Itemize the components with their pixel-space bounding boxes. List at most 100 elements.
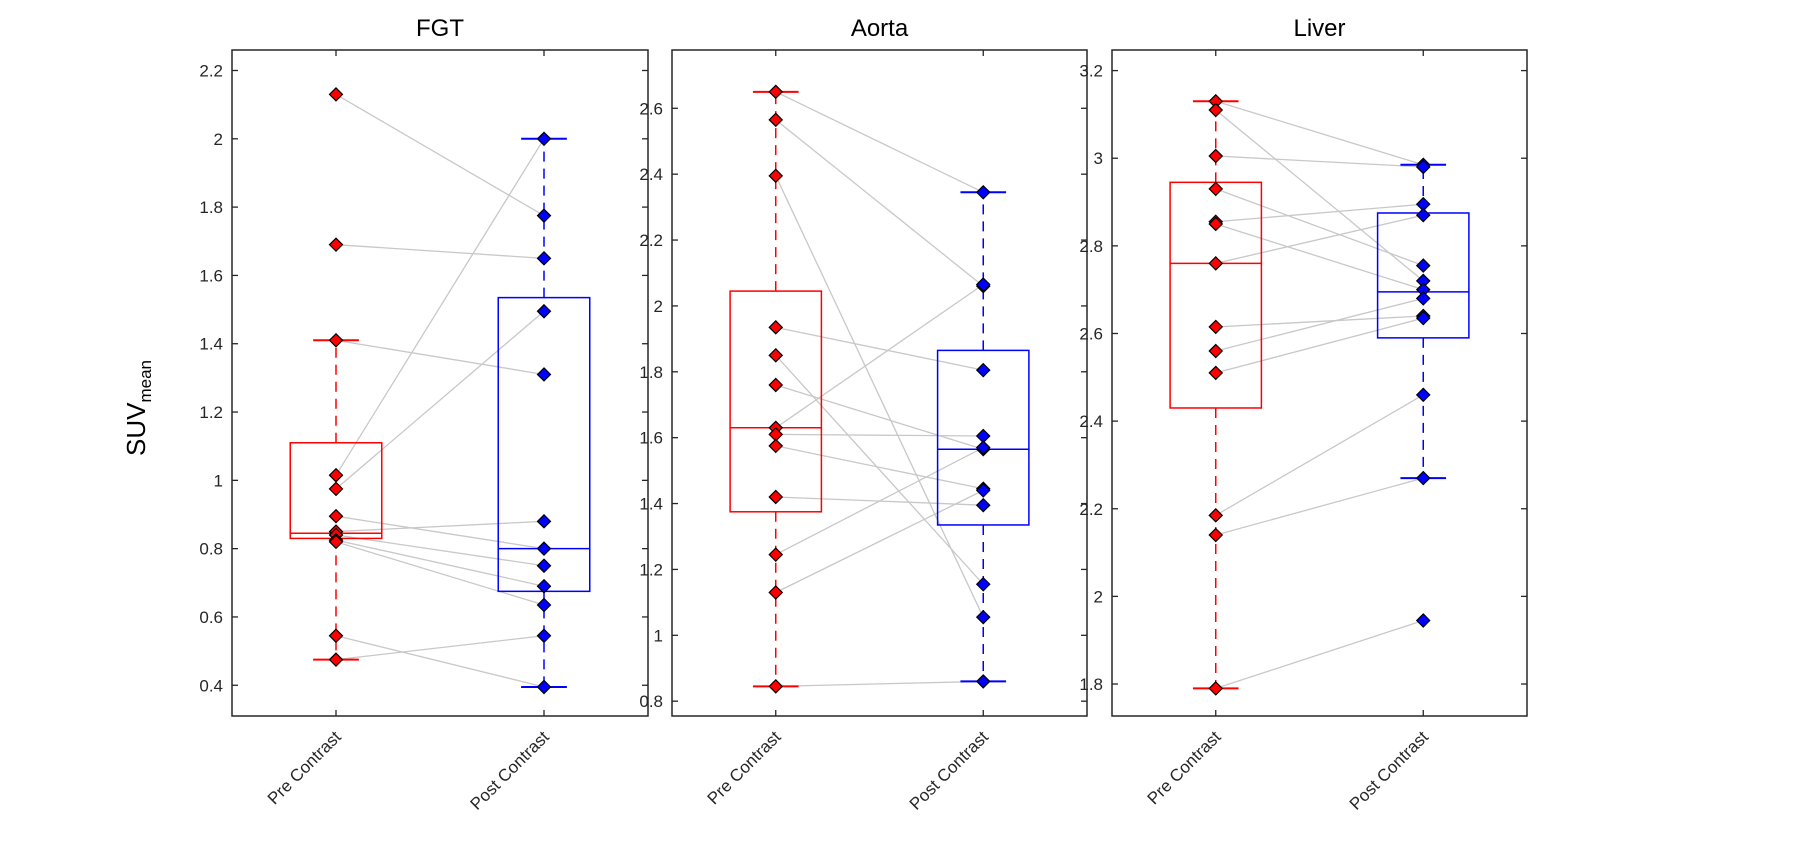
post-data-point xyxy=(536,541,552,556)
pair-line xyxy=(335,635,545,688)
pre-data-point xyxy=(328,332,344,348)
axes-frame xyxy=(671,49,1088,717)
y-tick-label: 1 xyxy=(654,626,663,645)
pair-line xyxy=(775,446,984,556)
pre-data-point xyxy=(328,87,344,102)
panel-title: FGT xyxy=(416,15,464,42)
post-data-point xyxy=(1415,291,1431,306)
pre-data-point xyxy=(328,628,344,644)
y-tick-label: 0.8 xyxy=(639,692,663,711)
pair-line xyxy=(775,175,984,618)
pair-line xyxy=(775,433,984,437)
post-data-point xyxy=(536,303,552,319)
pre-data-point xyxy=(768,377,784,393)
x-tick-label: Post Contrast xyxy=(906,727,992,813)
pre-data-point xyxy=(768,319,784,335)
post-data-point xyxy=(536,208,552,223)
post-data-point xyxy=(1415,613,1431,628)
post-data-point xyxy=(536,597,552,613)
pre-data-point xyxy=(1208,681,1224,696)
post-data-point xyxy=(975,184,991,200)
y-tick-label: 2.6 xyxy=(639,99,663,118)
y-tick-label: 3.2 xyxy=(1079,62,1103,81)
pre-data-point xyxy=(1208,365,1224,381)
pre-data-point xyxy=(768,347,784,363)
post-data-point xyxy=(536,679,552,695)
y-tick-label: 1.6 xyxy=(639,429,663,448)
pre-data-point xyxy=(768,438,784,454)
pre-data-point xyxy=(1208,507,1224,523)
panel-title: Aorta xyxy=(851,15,909,42)
pair-line xyxy=(775,326,984,371)
pair-line xyxy=(335,520,545,533)
post-data-point xyxy=(975,576,991,592)
post-data-point xyxy=(975,674,991,689)
pair-line xyxy=(335,635,545,661)
post-data-point xyxy=(1415,258,1431,273)
pair-line xyxy=(1215,214,1424,265)
pre-data-point xyxy=(328,652,344,667)
pair-line xyxy=(775,354,984,585)
post-data-point xyxy=(1415,310,1431,326)
pair-line xyxy=(335,310,545,490)
panel-fgt: FGT 0.4 0.6 0.8 1 1.2 1.4 1.6 1.8 2 2.2 Pre Contras… xyxy=(199,15,649,814)
pre-data-point xyxy=(1208,181,1224,197)
post-data-point xyxy=(536,628,552,644)
y-tick-label: 2.6 xyxy=(1079,324,1103,343)
panel-liver: Liver 1.8 2 2.2 2.4 2.6 2.8 3 3.2 Pre Contrast Pos… xyxy=(1079,15,1528,814)
panel-aorta: Aorta 0.8 1 1.2 1.4 1.6 1.8 2 2.2 2.4 2.6 Pre Contr… xyxy=(639,15,1088,814)
panel-title: Liver xyxy=(1293,15,1345,42)
pre-data-point xyxy=(768,168,784,184)
pre-data-point xyxy=(768,84,784,100)
pair-line xyxy=(335,539,545,587)
y-tick-label: 1.2 xyxy=(639,560,663,579)
y-tick-label: 2.2 xyxy=(639,231,663,250)
y-axis-label: SUVmean xyxy=(121,360,155,456)
y-tick-label: 1.8 xyxy=(1079,675,1103,694)
post-data-point xyxy=(975,483,991,498)
y-tick-label: 0.6 xyxy=(199,608,223,627)
pair-line xyxy=(1215,223,1424,291)
pre-data-point xyxy=(1208,256,1224,271)
y-tick-label: 0.8 xyxy=(199,540,223,559)
pair-line xyxy=(1215,619,1424,690)
pair-line xyxy=(775,283,984,429)
post-data-point xyxy=(536,367,552,382)
y-tick-label: 2.4 xyxy=(639,165,663,184)
post-data-point xyxy=(536,250,552,266)
post-data-point xyxy=(536,578,552,594)
pair-line xyxy=(1215,109,1424,282)
post-data-point xyxy=(536,131,552,147)
pair-line xyxy=(775,384,984,450)
pre-data-point xyxy=(768,585,784,600)
pre-data-point xyxy=(1208,343,1224,359)
pre-data-point xyxy=(768,112,784,128)
y-tick-label: 1.4 xyxy=(199,335,223,354)
pair-line xyxy=(1215,203,1424,223)
x-tick-label: Pre Contrast xyxy=(1144,727,1225,808)
pair-line xyxy=(335,93,545,217)
y-tick-label: 1.4 xyxy=(639,495,663,514)
pre-data-point xyxy=(1208,319,1224,335)
y-tick-label: 2 xyxy=(654,297,663,316)
pair-line xyxy=(335,541,545,606)
pair-line xyxy=(1215,155,1424,168)
y-tick-label: 2.2 xyxy=(1079,500,1103,519)
pair-line xyxy=(1215,297,1424,352)
y-tick-label: 1.8 xyxy=(639,363,663,382)
iqr-box xyxy=(729,290,823,513)
pre-data-point xyxy=(328,481,344,497)
pair-line xyxy=(335,244,545,259)
post-data-point xyxy=(1415,159,1431,175)
x-tick-label: Pre Contrast xyxy=(264,727,345,808)
pre-data-point xyxy=(328,508,344,524)
pre-data-point xyxy=(328,534,344,550)
x-tick-label: Pre Contrast xyxy=(704,727,785,808)
axes-frame xyxy=(1111,49,1528,717)
post-data-point xyxy=(1415,470,1431,486)
x-tick-label: Post Contrast xyxy=(467,727,553,813)
pre-data-point xyxy=(1208,148,1224,164)
post-data-point xyxy=(975,497,991,513)
pair-line xyxy=(1215,477,1424,536)
